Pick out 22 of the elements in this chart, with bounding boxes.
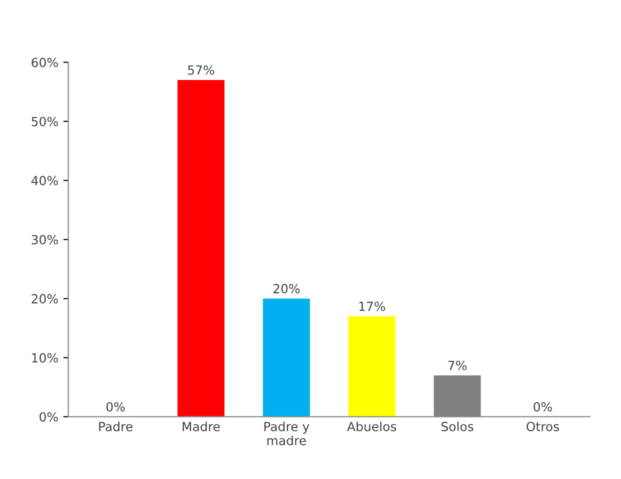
data-label: 0% xyxy=(106,402,125,412)
y-tick-label: 30% xyxy=(32,234,58,244)
bar xyxy=(348,316,396,417)
y-tick-label: 10% xyxy=(32,353,58,363)
x-tick-label: Padre y madre xyxy=(264,422,310,446)
x-tick-label: Solos xyxy=(442,422,474,432)
x-tick-label: Otros xyxy=(526,422,560,432)
data-label: 57% xyxy=(188,65,214,75)
x-tick-label: Padre xyxy=(99,422,132,432)
data-label: 7% xyxy=(448,360,467,370)
data-label: 17% xyxy=(359,302,386,312)
x-tick-label: Madre xyxy=(182,422,220,432)
bar xyxy=(177,80,224,417)
y-tick-label: 0% xyxy=(40,412,58,422)
y-tick-label: 60% xyxy=(32,58,58,68)
x-tick-label: Abuelos xyxy=(347,422,396,432)
y-tick-label: 50% xyxy=(32,116,58,126)
y-tick-label: 40% xyxy=(31,176,58,186)
bar xyxy=(262,298,310,417)
data-label: 0% xyxy=(534,402,552,412)
data-label: 20% xyxy=(273,284,300,294)
y-tick-label: 20% xyxy=(32,294,58,304)
